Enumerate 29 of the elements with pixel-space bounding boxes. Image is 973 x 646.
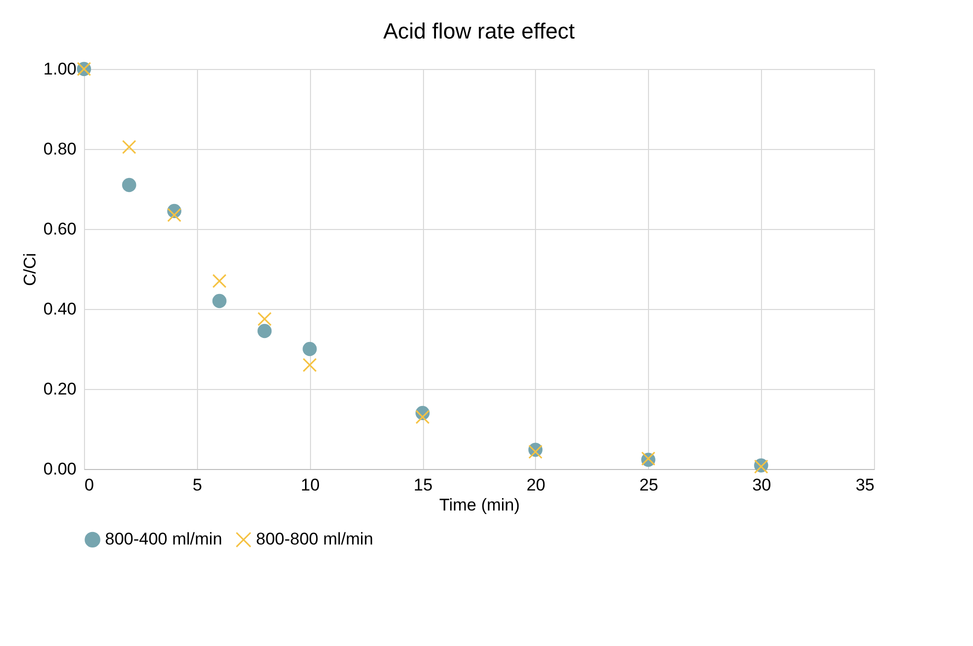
- y-tick-label: 1.00: [43, 60, 76, 78]
- y-tick-label: 0.80: [43, 140, 76, 158]
- x-tick-label: 25: [639, 476, 658, 494]
- x-tick-label: 5: [192, 476, 202, 494]
- y-axis-title: C/Ci: [20, 252, 40, 286]
- point: [258, 324, 272, 338]
- legend-label: 800-400 ml/min: [105, 530, 222, 549]
- point: [302, 358, 317, 372]
- x-tick-label: 15: [414, 476, 433, 494]
- point: [167, 208, 182, 222]
- y-tick-label: 0.40: [43, 300, 76, 318]
- point: [122, 178, 136, 192]
- x-tick-label: 35: [856, 476, 874, 494]
- y-tick-label: 0.20: [43, 380, 76, 398]
- point: [122, 140, 136, 154]
- x-axis-title: Time (min): [439, 496, 520, 514]
- y-tick-label: 0.00: [43, 460, 76, 478]
- point: [257, 312, 272, 326]
- point: [302, 342, 317, 356]
- chart-title: Acid flow rate effect: [383, 18, 575, 44]
- point: [212, 274, 227, 288]
- x-tick-label: 0: [84, 476, 94, 494]
- y-tick-label: 0.60: [43, 220, 76, 238]
- x-tick-label: 20: [526, 476, 546, 494]
- x-tick-label: 10: [300, 476, 320, 494]
- point: [415, 410, 430, 424]
- x-tick-label: 30: [752, 476, 772, 494]
- legend-label: 800-800 ml/min: [256, 530, 374, 549]
- point: [212, 294, 226, 308]
